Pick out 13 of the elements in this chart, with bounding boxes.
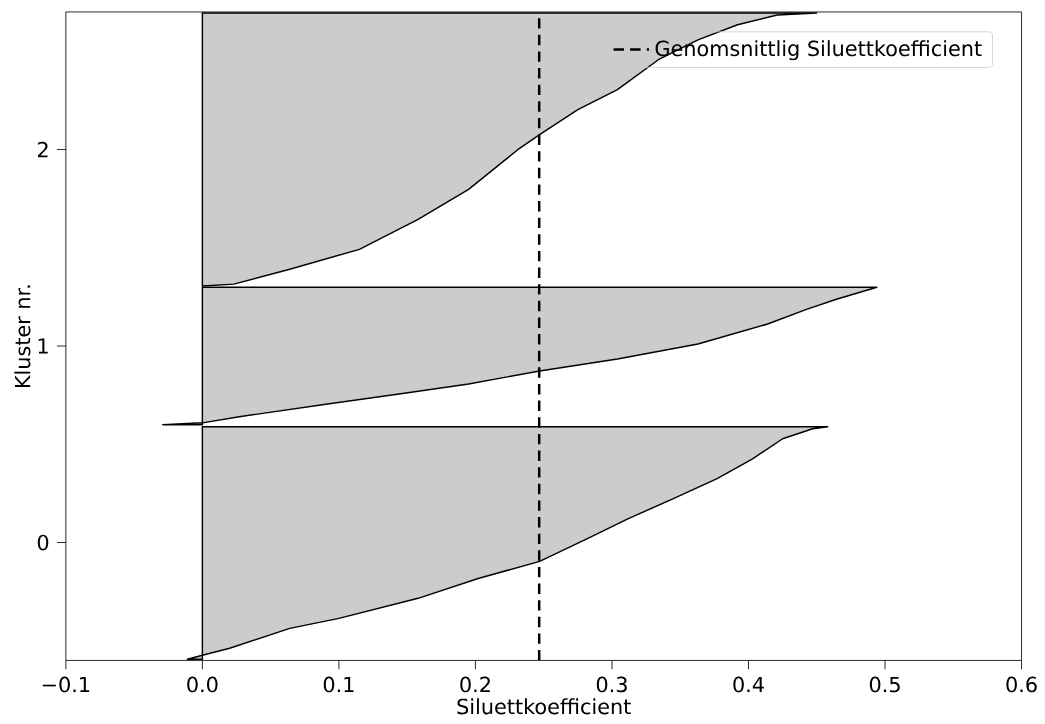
- y-tick-label: 1: [38, 338, 48, 354]
- x-tick-label: −0.1: [42, 676, 90, 693]
- x-tick-label: 0.0: [187, 676, 218, 693]
- x-tick-label: 0.6: [1006, 676, 1037, 693]
- x-tick-label: 0.1: [323, 676, 354, 693]
- x-tick-label: 0.3: [596, 676, 627, 693]
- y-tick-label: 2: [37, 141, 48, 158]
- y-axis-title: Kluster nr.: [14, 285, 31, 387]
- x-tick-label: 0.4: [733, 676, 764, 693]
- y-tick-label: 0: [37, 534, 49, 551]
- x-axis-title: Siluettkoefficient: [457, 698, 631, 715]
- x-tick-label: 0.5: [869, 676, 900, 693]
- x-tick-label: 0.2: [460, 676, 490, 693]
